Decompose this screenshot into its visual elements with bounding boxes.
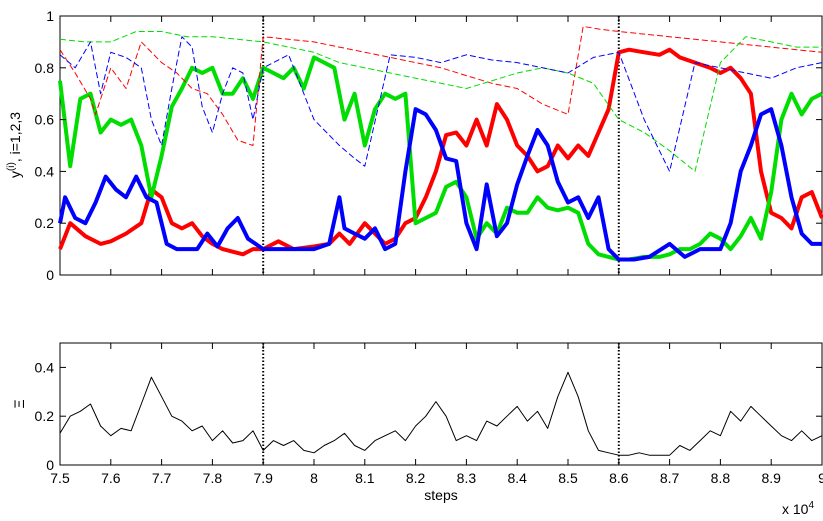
x-tick-label-13: 8.8 bbox=[711, 470, 731, 486]
x-tick-label-8: 8.3 bbox=[457, 470, 477, 486]
top-series-line-0 bbox=[58, 47, 823, 257]
top-y-tick-label-2: 0.4 bbox=[35, 163, 55, 179]
top-y-axis-label-main: y bbox=[7, 171, 23, 178]
top-y-tick-label-0: 0 bbox=[46, 267, 54, 283]
x-tick-label-14: 8.9 bbox=[761, 470, 781, 486]
x-tick-label-6: 8.1 bbox=[355, 470, 375, 486]
bottom-y-tick-label-1: 0.2 bbox=[35, 408, 55, 424]
x-tick-label-12: 8.7 bbox=[660, 470, 680, 486]
bottom-y-tick-label-0: 0 bbox=[46, 457, 54, 473]
x-tick-label-11: 8.6 bbox=[609, 470, 629, 486]
top-y-tick-label-1: 0.2 bbox=[35, 215, 55, 231]
bottom-series-line-0 bbox=[59, 371, 823, 456]
top-series-line-4 bbox=[59, 31, 822, 172]
top-series-group bbox=[58, 25, 823, 262]
top-y-axis-label-superscript: (i) bbox=[6, 162, 17, 171]
x-tick-label-9: 8.4 bbox=[507, 470, 527, 486]
bottom-vertical-markers bbox=[262, 343, 620, 465]
bottom-panel: 0 0.2 0.4 7.5 7.6 7.7 7.8 7.9 8 8.1 8.2 8.3 8.4 8.5 8… bbox=[11, 342, 823, 517]
bottom-series-group bbox=[59, 371, 823, 456]
x-tick-label-7: 8.2 bbox=[406, 470, 426, 486]
top-series-line-2 bbox=[58, 107, 822, 262]
x-axis-label: steps bbox=[424, 487, 457, 503]
top-panel: 0 0.2 0.4 0.6 0.8 1 y(i), i=1,2,3 bbox=[6, 8, 823, 283]
top-y-tick-label-4: 0.8 bbox=[35, 60, 55, 76]
top-series-line-5 bbox=[59, 36, 823, 172]
top-plot-frame bbox=[59, 15, 823, 276]
x-tick-label-2: 7.7 bbox=[152, 470, 172, 486]
x-tick-label-5: 8 bbox=[310, 470, 318, 486]
x-tick-label-10: 8.5 bbox=[558, 470, 578, 486]
x-tick-label-3: 7.8 bbox=[203, 470, 223, 486]
top-y-axis-label: y(i), i=1,2,3 bbox=[6, 112, 23, 178]
x-tick-label-15: 9 bbox=[818, 470, 823, 486]
x-axis-exponent: x 104 bbox=[782, 500, 814, 517]
top-series-line-3 bbox=[59, 25, 823, 146]
x-tick-label-1: 7.6 bbox=[101, 470, 121, 486]
x-axis-exponent-base: x 10 bbox=[782, 501, 809, 517]
x-axis-exponent-power: 4 bbox=[808, 500, 814, 511]
x-tick-label-4: 7.9 bbox=[253, 470, 273, 486]
top-y-ticks: 0 0.2 0.4 0.6 0.8 1 bbox=[35, 8, 822, 283]
top-x-ticks bbox=[59, 16, 823, 275]
top-y-axis-label-rest: , i=1,2,3 bbox=[7, 112, 23, 162]
bottom-plot-frame bbox=[59, 342, 823, 466]
bottom-x-ticks: 7.5 7.6 7.7 7.8 7.9 8 8.1 8.2 8.3 8.4 8.5 8.6 8.7 8.8… bbox=[50, 343, 823, 486]
bottom-y-ticks: 0 0.2 0.4 bbox=[35, 359, 822, 473]
top-y-tick-label-3: 0.6 bbox=[35, 112, 55, 128]
bottom-y-tick-label-2: 0.4 bbox=[35, 359, 55, 375]
bottom-y-axis-label: Ξ bbox=[11, 399, 27, 408]
top-y-tick-label-5: 1 bbox=[46, 8, 54, 24]
x-tick-label-0: 7.5 bbox=[50, 470, 70, 486]
